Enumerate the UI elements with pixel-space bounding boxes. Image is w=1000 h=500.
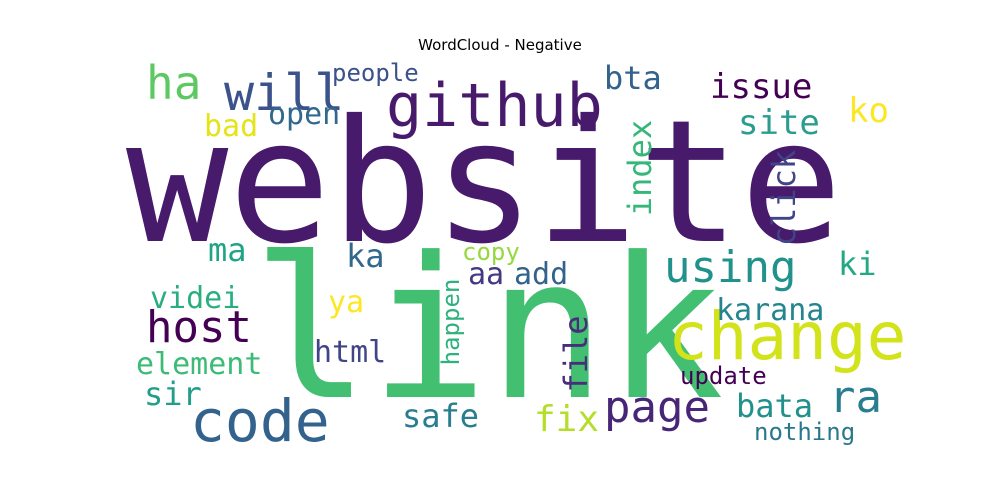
word-issue: issue xyxy=(710,67,813,107)
word-site: site xyxy=(738,103,820,143)
word-karana: karana xyxy=(716,293,825,328)
word-aa: aa xyxy=(468,257,505,292)
word-will: will xyxy=(224,64,345,122)
word-ra: ra xyxy=(829,372,882,423)
word-happen: happen xyxy=(437,278,465,366)
word-change: change xyxy=(668,298,907,375)
word-open: open xyxy=(268,97,341,132)
word-click: click xyxy=(765,149,803,247)
word-element: element xyxy=(136,347,263,382)
figure-title: WordCloud - Negative xyxy=(418,36,582,54)
word-ya: ya xyxy=(328,285,365,320)
word-people: people xyxy=(332,59,419,87)
word-ko: ko xyxy=(848,91,889,131)
word-index: index xyxy=(621,119,659,217)
word-using: using xyxy=(664,242,797,293)
word-github: github xyxy=(386,71,603,141)
word-bta: bta xyxy=(604,59,662,97)
word-videi: videi xyxy=(150,281,241,316)
word-html: html xyxy=(314,335,387,370)
word-host: host xyxy=(146,302,252,353)
word-file: file xyxy=(557,315,595,393)
word-fix: fix xyxy=(534,399,600,440)
word-nothing: nothing xyxy=(754,418,856,446)
word-safe: safe xyxy=(402,397,480,435)
word-bad: bad xyxy=(204,109,259,144)
word-website: website xyxy=(126,84,843,282)
word-page: page xyxy=(604,382,710,433)
word-code: code xyxy=(190,387,330,455)
word-ka: ka xyxy=(346,237,385,275)
word-sir: sir xyxy=(144,375,202,413)
word-update: update xyxy=(680,362,767,390)
word-bata: bata xyxy=(736,387,814,425)
word-add: add xyxy=(514,257,569,292)
word-ki: ki xyxy=(838,245,877,283)
word-ha: ha xyxy=(146,56,202,110)
word-ma: ma xyxy=(208,231,247,269)
word-copy: copy xyxy=(462,238,520,266)
word-link: link xyxy=(252,216,725,444)
